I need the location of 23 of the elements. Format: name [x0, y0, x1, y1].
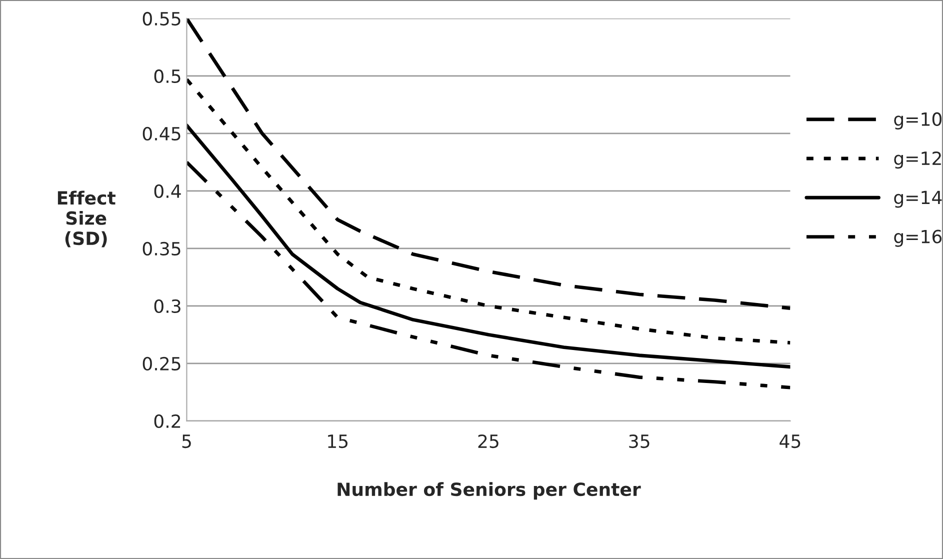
x-tick-label: 35 [629, 434, 650, 448]
x-tick-label: 5 [182, 434, 191, 448]
x-tick-label: 15 [328, 434, 348, 448]
line-series [186, 124, 790, 369]
line-series [186, 18, 790, 310]
x-tick-label: 45 [780, 434, 800, 448]
x-tick-label: 25 [478, 434, 498, 448]
y-tick-label: 0.45 [142, 126, 180, 141]
y-tick-label: 0.55 [142, 12, 180, 26]
y-tick-label: 0.5 [154, 69, 180, 84]
line-series [186, 160, 790, 390]
legend-label: g=10 [894, 112, 942, 130]
legend-label: g=16 [894, 230, 942, 247]
x-axis-title: Number of Seniors per Center [338, 482, 641, 500]
y-tick-label: 0.3 [154, 299, 180, 314]
y-tick-label: 0.35 [142, 242, 180, 256]
y-tick-label: 0.2 [154, 414, 180, 428]
y-tick-label: 0.25 [142, 356, 180, 371]
line-series [186, 78, 790, 344]
y-axis-title: Effect Size (SD) [58, 190, 116, 248]
y-tick-label: 0.4 [154, 184, 181, 198]
legend-label: g=12 [894, 151, 941, 169]
legend-label: g=14 [894, 190, 942, 208]
